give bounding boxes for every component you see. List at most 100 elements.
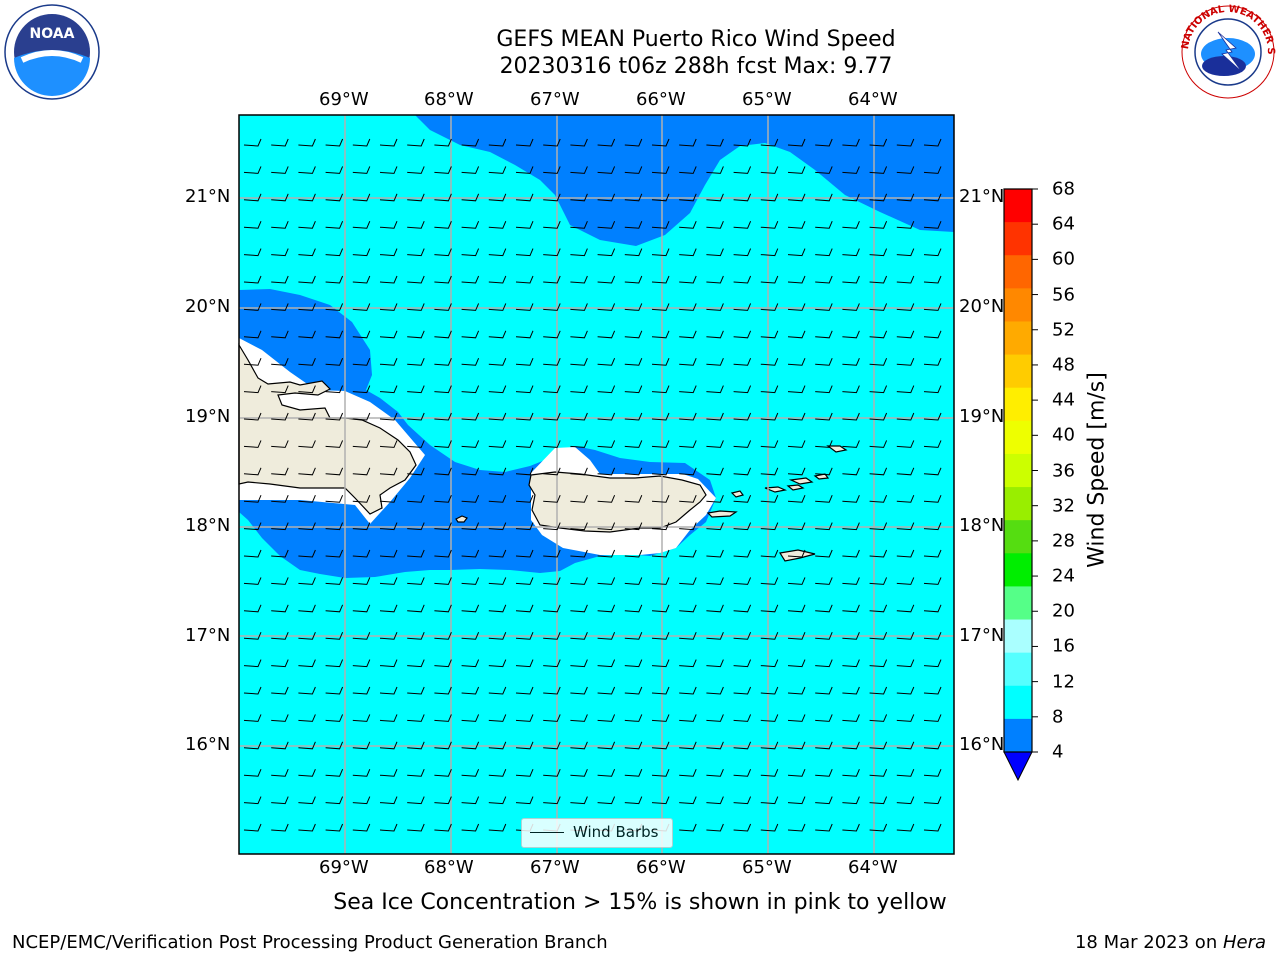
wind-barb (570, 193, 588, 202)
wind-barb (298, 303, 316, 311)
lat-label: 19°N (959, 406, 1005, 427)
wind-barb (923, 467, 942, 476)
wind-barb (815, 741, 833, 750)
wind-barb (243, 138, 262, 147)
wind-barb (434, 358, 452, 366)
wind-barb (488, 632, 507, 640)
wind-barb (434, 138, 452, 147)
wind-barb (651, 358, 670, 366)
wind-barb (624, 440, 643, 448)
wind-barb (461, 440, 480, 448)
st-croix (779, 549, 816, 562)
wind-barb (488, 166, 507, 174)
wind-barb (651, 632, 670, 640)
noaa-logo: NOAA (4, 4, 100, 100)
wind-barb (842, 412, 860, 421)
wind-barb (379, 522, 398, 531)
wind-barb (815, 796, 833, 805)
wind-barb (407, 741, 425, 750)
wind-barb (271, 823, 289, 832)
wind-barb (543, 221, 561, 229)
wind-barb (760, 358, 779, 366)
wind-barb (624, 248, 643, 257)
wind-barb (515, 166, 534, 174)
wind-barb (679, 193, 697, 202)
wind-barb (597, 659, 616, 668)
wind-barb (679, 358, 697, 366)
wind-barb (488, 248, 507, 257)
wind-barb (896, 412, 915, 421)
wind-barb (243, 412, 262, 421)
wind-barb (815, 467, 833, 476)
wind-barb (243, 166, 262, 174)
wind-barb (352, 275, 371, 284)
wind-barb (760, 138, 779, 147)
colorbar-title: Wind Speed [m/s] (1084, 372, 1110, 568)
wind-barb (869, 358, 888, 366)
lat-label: 20°N (185, 296, 231, 317)
wind-barb (434, 769, 452, 777)
wind-barb (679, 659, 697, 668)
wind-barb (787, 303, 806, 311)
wind-barb (352, 358, 371, 366)
wind-barbs (243, 138, 942, 832)
wind-barb (379, 248, 398, 257)
wind-barb (352, 823, 371, 832)
wind-barb (651, 193, 670, 202)
wind-barb (515, 686, 534, 695)
wind-barb (651, 769, 670, 777)
wind-barb (352, 467, 371, 476)
colorbar-tick-label: 4 (1052, 741, 1064, 763)
wind-barb (842, 221, 860, 229)
wind-barb (515, 221, 534, 229)
colorbar-tick-label: 48 (1052, 354, 1075, 376)
wind-barb (706, 412, 724, 421)
wind-barb (869, 221, 888, 229)
wind-barb (733, 412, 752, 421)
wind-barb (543, 303, 561, 311)
wind-barb (461, 385, 480, 394)
wind-barb (624, 221, 643, 229)
wind-barb (461, 549, 480, 558)
wind-barb (706, 549, 724, 558)
lon-label: 68°W (424, 89, 474, 110)
wind-barb (706, 221, 724, 229)
wind-barb (869, 577, 888, 585)
wind-barb (923, 440, 942, 448)
wind-barb (651, 604, 670, 613)
wind-barb (923, 823, 942, 832)
wind-barb (325, 769, 344, 777)
wind-barb (679, 495, 697, 503)
wind-barb (515, 248, 534, 257)
wind-barb (896, 604, 915, 613)
wind-barb (679, 604, 697, 613)
wind-barb (815, 330, 833, 339)
wind-barb (352, 686, 371, 695)
wind-barb (379, 686, 398, 695)
wind-barb (923, 221, 942, 229)
wind-barb (488, 358, 507, 366)
wind-barb (325, 823, 344, 832)
lat-label: 21°N (185, 186, 231, 207)
wind-barb (651, 385, 670, 394)
wind-barb (243, 769, 262, 777)
wind-barb (352, 632, 371, 640)
wind-barb (515, 412, 534, 421)
wind-barb (515, 385, 534, 394)
legend-line (530, 832, 564, 833)
wind-barb (434, 604, 452, 613)
wind-barb (706, 330, 724, 339)
wind-barb (543, 522, 561, 531)
wind-barb (488, 522, 507, 531)
wind-barb (679, 467, 697, 476)
colorbar-tick-label: 44 (1052, 389, 1075, 411)
wind-barb (624, 632, 643, 640)
wind-barb (869, 741, 888, 750)
wind-barb (787, 275, 806, 284)
wind-barb (461, 412, 480, 421)
wind-barb (243, 577, 262, 585)
wind-barb (434, 549, 452, 558)
wind-barb (434, 522, 452, 531)
wind-barb (679, 522, 697, 531)
wind-barb (434, 714, 452, 722)
